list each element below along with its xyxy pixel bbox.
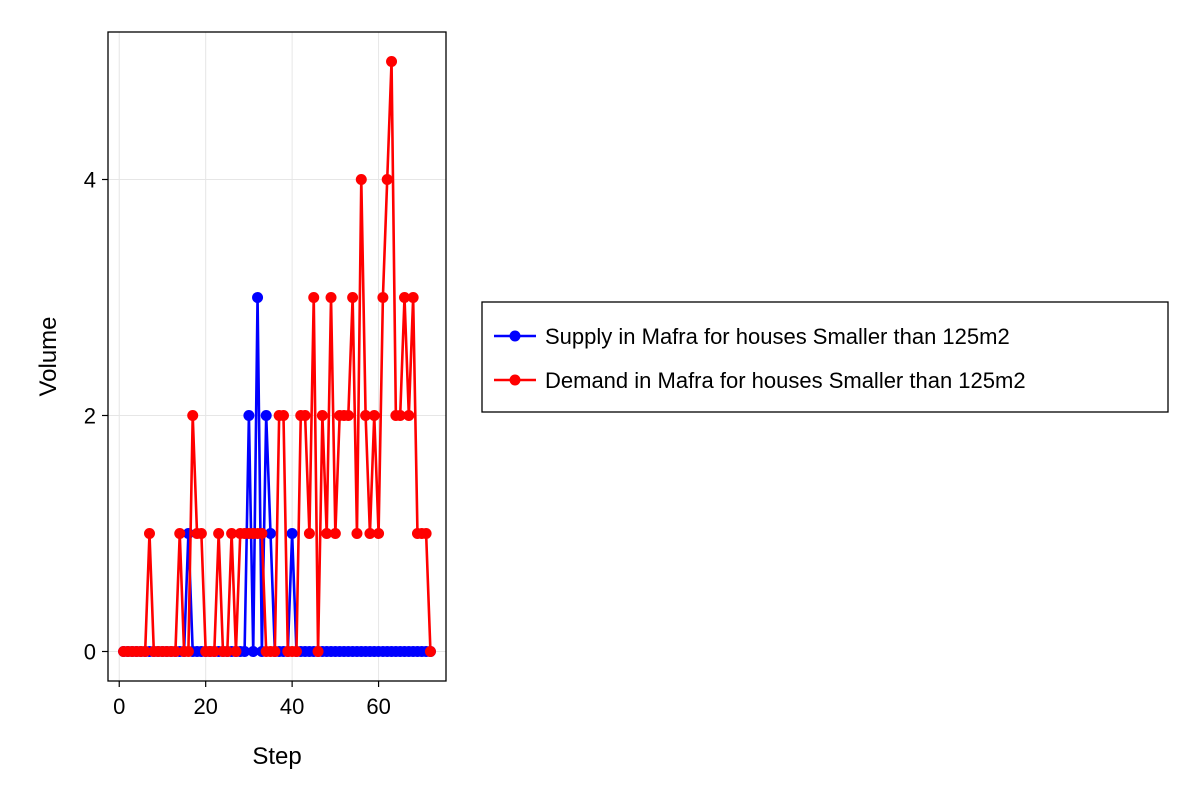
- data-point: [325, 292, 337, 303]
- data-point: [377, 292, 389, 303]
- data-point: [316, 410, 328, 421]
- data-point: [269, 646, 281, 657]
- data-point: [174, 528, 186, 539]
- data-point: [243, 410, 255, 421]
- legend-item: Demand in Mafra for houses Smaller than …: [494, 368, 1026, 393]
- data-point: [407, 292, 419, 303]
- data-point: [355, 174, 367, 185]
- data-point: [321, 528, 333, 539]
- data-point: [265, 528, 277, 539]
- data-point: [252, 292, 264, 303]
- data-point: [312, 646, 324, 657]
- data-point: [303, 528, 315, 539]
- series-layer: [118, 56, 436, 657]
- legend-item: Supply in Mafra for houses Smaller than …: [494, 324, 1010, 349]
- data-point: [139, 646, 151, 657]
- data-point: [386, 56, 398, 67]
- x-axis-label: Step: [252, 743, 301, 770]
- legend-label: Supply in Mafra for houses Smaller than …: [545, 324, 1010, 349]
- data-point: [226, 528, 238, 539]
- legend-frame: [481, 301, 1169, 413]
- x-tick-label: 60: [366, 694, 390, 719]
- data-point: [239, 646, 251, 657]
- data-point: [342, 410, 354, 421]
- data-point: [299, 410, 311, 421]
- data-point: [394, 410, 406, 421]
- data-point: [169, 646, 181, 657]
- data-point: [256, 528, 268, 539]
- data-point: [277, 410, 289, 421]
- data-point: [381, 174, 393, 185]
- data-point: [347, 292, 359, 303]
- y-tick-label: 0: [84, 640, 96, 665]
- data-point: [195, 528, 207, 539]
- data-point: [360, 410, 372, 421]
- data-point: [351, 528, 363, 539]
- data-point: [247, 646, 259, 657]
- data-point: [213, 528, 225, 539]
- ticks: 0 20 40 60 0 2 4: [84, 168, 391, 720]
- data-point: [286, 528, 298, 539]
- data-point: [420, 528, 432, 539]
- x-tick-label: 20: [193, 694, 217, 719]
- data-point: [399, 292, 411, 303]
- data-point: [208, 646, 220, 657]
- data-point: [364, 528, 376, 539]
- data-point: [221, 646, 233, 657]
- y-axis-label: Volume: [35, 316, 62, 396]
- data-point: [329, 528, 341, 539]
- data-point: [143, 528, 155, 539]
- legend: Supply in Mafra for houses Smaller than …: [481, 301, 1169, 413]
- data-point: [260, 410, 272, 421]
- data-point: [403, 410, 415, 421]
- data-point: [230, 646, 242, 657]
- legend-marker: [509, 374, 521, 386]
- plot-frame: [107, 31, 447, 682]
- data-point: [373, 528, 385, 539]
- x-tick-label: 0: [113, 694, 125, 719]
- y-tick-label: 4: [84, 168, 96, 193]
- x-tick-label: 40: [280, 694, 304, 719]
- data-point: [424, 646, 436, 657]
- series-line: [123, 60, 432, 653]
- data-point: [368, 410, 380, 421]
- legend-label: Demand in Mafra for houses Smaller than …: [545, 368, 1026, 393]
- data-point: [308, 292, 320, 303]
- series-2: [118, 56, 436, 657]
- legend-marker: [509, 330, 521, 342]
- y-tick-label: 2: [84, 404, 96, 429]
- data-point: [187, 410, 199, 421]
- data-point: [290, 646, 302, 657]
- data-point: [182, 646, 194, 657]
